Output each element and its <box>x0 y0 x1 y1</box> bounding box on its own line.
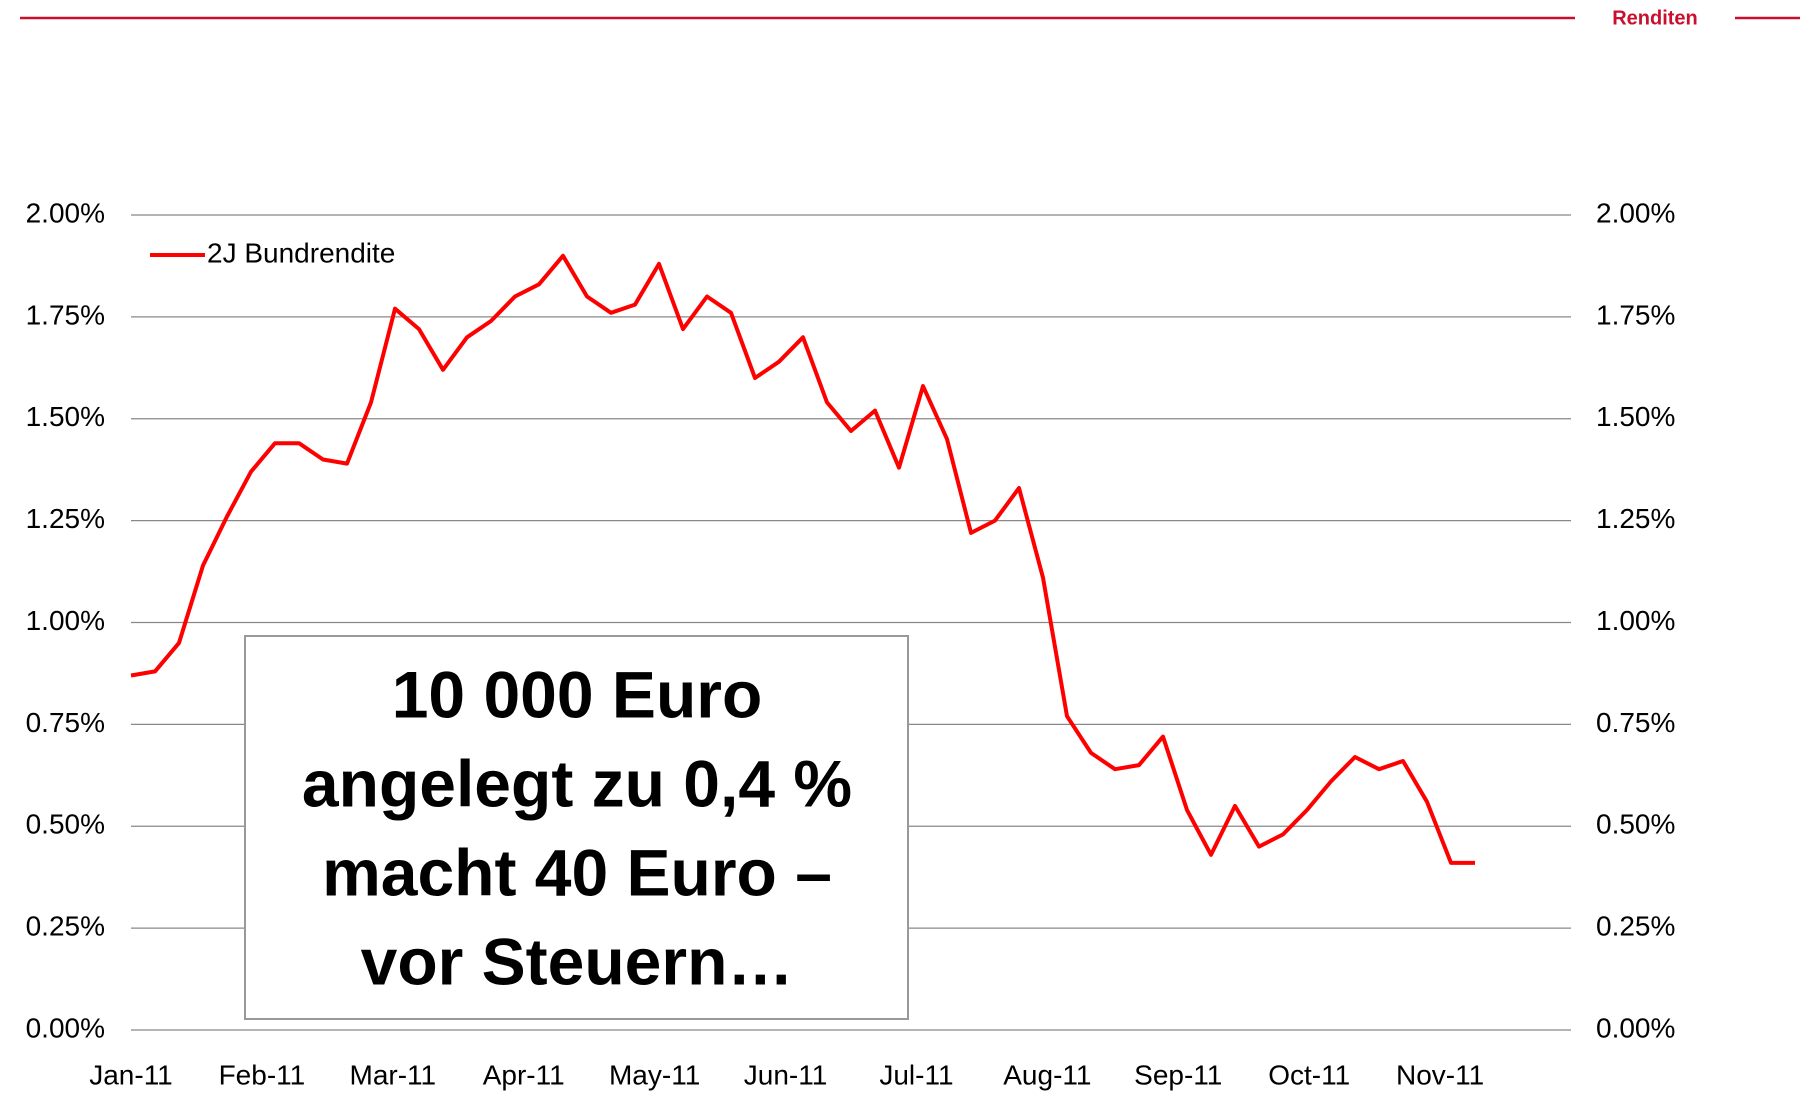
x-tick-label: Jan-11 <box>89 1059 173 1090</box>
x-tick-label: Oct-11 <box>1268 1059 1350 1090</box>
y2-tick-label: 1.00% <box>1596 605 1675 636</box>
annotation-line: angelegt zu 0,4 % <box>302 746 852 820</box>
annotation-line: 10 000 Euro <box>392 657 763 731</box>
data-line <box>130 253 1475 865</box>
x-tick-label: Apr-11 <box>483 1059 565 1090</box>
y-tick-label: 0.50% <box>26 809 105 840</box>
y-tick-label: 1.50% <box>26 401 105 432</box>
annotation-line: macht 40 Euro – <box>322 835 832 909</box>
x-tick-label: Feb-11 <box>219 1059 306 1090</box>
y2-tick-label: 2.00% <box>1596 197 1675 228</box>
y2-tick-label: 0.50% <box>1596 809 1675 840</box>
x-tick-label: Nov-11 <box>1396 1059 1484 1090</box>
y-tick-label: 1.25% <box>26 503 105 534</box>
y-tick-label: 2.00% <box>26 197 105 228</box>
y-tick-label: 1.00% <box>26 605 105 636</box>
y-tick-label: 0.75% <box>26 707 105 738</box>
x-tick-label: Jun-11 <box>744 1059 828 1090</box>
annotation-line: vor Steuern… <box>361 924 794 998</box>
y2-tick-label: 1.50% <box>1596 401 1675 432</box>
legend-label: 2J Bundrendite <box>207 237 395 268</box>
x-tick-label: Aug-11 <box>1003 1059 1091 1090</box>
y2-tick-label: 0.00% <box>1596 1012 1675 1043</box>
y-tick-label: 1.75% <box>26 299 105 330</box>
section-label: Renditen <box>1612 7 1698 29</box>
y2-tick-label: 1.25% <box>1596 503 1675 534</box>
y2-tick-label: 1.75% <box>1596 299 1675 330</box>
x-tick-label: Jul-11 <box>879 1059 953 1090</box>
x-tick-label: Sep-11 <box>1134 1059 1222 1090</box>
y2-tick-label: 0.75% <box>1596 707 1675 738</box>
y-tick-label: 0.00% <box>26 1012 105 1043</box>
annotation-box <box>244 635 909 1020</box>
y2-tick-label: 0.25% <box>1596 911 1675 942</box>
x-tick-label: May-11 <box>609 1059 700 1090</box>
x-tick-label: Mar-11 <box>350 1059 437 1090</box>
y-tick-label: 0.25% <box>26 911 105 942</box>
